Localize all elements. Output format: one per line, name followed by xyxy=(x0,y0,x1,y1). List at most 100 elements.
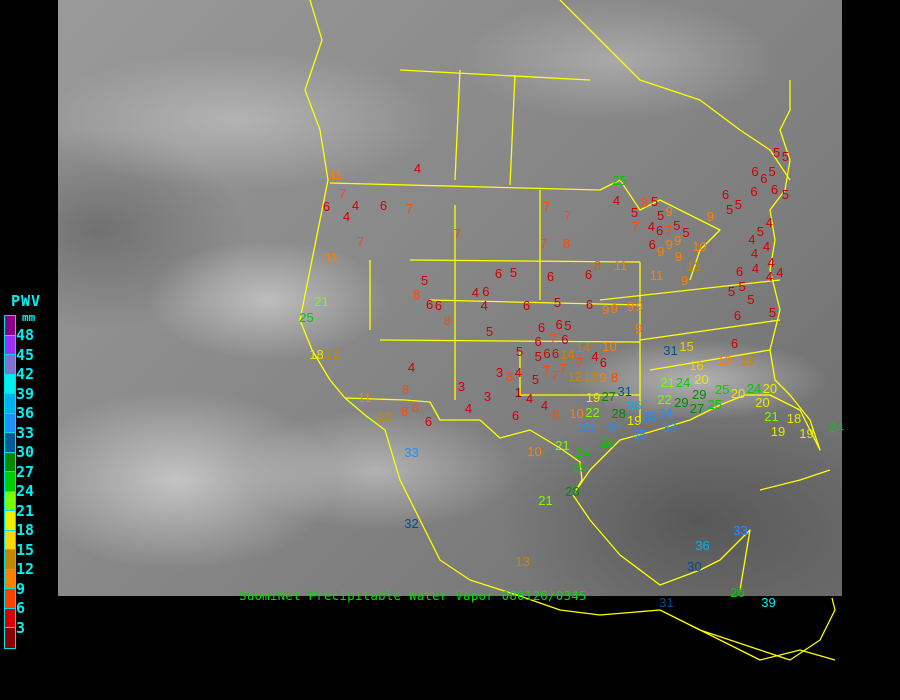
legend-swatch xyxy=(5,433,15,453)
station-pwv-value: 13 xyxy=(740,353,755,368)
station-pwv-value: 36 xyxy=(626,398,642,414)
station-pwv-value: 4 xyxy=(776,265,784,280)
station-pwv-value: 6 xyxy=(561,332,569,348)
legend-swatch xyxy=(5,472,15,492)
station-pwv-value: 7 xyxy=(631,219,640,234)
station-pwv-value: 7 xyxy=(559,360,567,376)
station-pwv-value: 6 xyxy=(322,199,331,214)
station-pwv-value: 13 xyxy=(515,554,530,569)
station-pwv-value: 20 xyxy=(762,380,778,396)
station-pwv-value: 19 xyxy=(626,413,642,429)
station-pwv-value: 22 xyxy=(585,404,600,420)
legend-label: 24 xyxy=(16,482,35,500)
station-pwv-value: 10 xyxy=(717,353,732,368)
station-pwv-value: 24 xyxy=(746,380,762,396)
station-pwv-value: 4 xyxy=(407,360,416,375)
station-pwv-value: 6 xyxy=(379,198,388,213)
station-pwv-value: 5 xyxy=(781,149,790,164)
legend-label: 39 xyxy=(16,384,35,403)
station-pwv-value: 33 xyxy=(404,445,419,460)
legend-swatch xyxy=(5,589,15,609)
station-pwv-value: 27 xyxy=(601,389,616,404)
station-pwv-value: 7 xyxy=(539,236,548,251)
station-pwv-value: 29 xyxy=(691,386,707,402)
station-pwv-value: 6 xyxy=(730,336,739,351)
station-pwv-value: 5 xyxy=(553,295,562,310)
station-pwv-value: 8 xyxy=(551,407,560,422)
station-pwv-value: 5 xyxy=(656,208,665,224)
station-pwv-value: 11 xyxy=(324,250,339,265)
station-pwv-value: 6 xyxy=(733,308,742,323)
station-pwv-value: 25 xyxy=(299,310,314,325)
station-pwv-value: 35 xyxy=(632,427,647,443)
station-pwv-value: 20 xyxy=(730,386,746,401)
station-pwv-value: 25 xyxy=(715,382,730,398)
station-pwv-value: 6 xyxy=(425,297,434,312)
station-pwv-value: 21 xyxy=(538,493,553,508)
station-pwv-value: 33 xyxy=(642,409,657,424)
station-pwv-value: 10 xyxy=(569,405,584,421)
station-pwv-value: 19 xyxy=(770,423,786,439)
station-pwv-value: 6 xyxy=(537,320,546,336)
legend-swatch xyxy=(5,511,15,531)
station-pwv-value: 4 xyxy=(750,246,759,262)
station-pwv-value: 21 xyxy=(764,409,779,425)
station-pwv-value: 6 xyxy=(522,298,531,313)
station-pwv-value: 36 xyxy=(695,538,710,553)
station-pwv-value: 12 xyxy=(567,368,583,384)
legend-swatch xyxy=(5,374,15,394)
station-pwv-value: 10 xyxy=(527,444,542,459)
station-pwv-value: 6 xyxy=(735,264,744,280)
station-pwv-value: 5 xyxy=(485,324,494,339)
station-pwv-value: 4 xyxy=(767,254,775,270)
station-pwv-value: 24 xyxy=(675,375,691,390)
station-pwv-value: 4 xyxy=(540,398,549,413)
station-pwv-value: 7 xyxy=(405,201,414,216)
pwv-color-scale xyxy=(4,315,16,649)
station-pwv-value: 34 xyxy=(607,420,622,436)
station-pwv-value: 18 xyxy=(786,411,802,427)
station-pwv-value: 5 xyxy=(781,187,790,202)
legend-label: 6 xyxy=(16,599,26,617)
station-pwv-value: 24 xyxy=(829,420,844,435)
station-pwv-value: 5 xyxy=(509,265,518,280)
station-pwv-value: 21 xyxy=(555,438,570,453)
station-pwv-value: 11 xyxy=(328,167,343,182)
station-pwv-value: 31 xyxy=(617,384,632,400)
legend-label: 36 xyxy=(16,404,35,422)
station-pwv-value: 6 xyxy=(534,334,542,350)
station-pwv-value: 5 xyxy=(727,284,736,299)
station-pwv-value: 6 xyxy=(543,346,551,362)
station-pwv-value: 28 xyxy=(565,484,580,499)
station-pwv-value: 6 xyxy=(434,298,443,313)
legend-swatch xyxy=(5,628,15,648)
station-pwv-value: 25 xyxy=(707,396,722,412)
station-pwv-value: 5 xyxy=(682,225,690,240)
station-pwv-value: 9 xyxy=(674,249,683,264)
station-pwv-value: 5 xyxy=(738,278,746,294)
legend-label: 30 xyxy=(16,443,35,461)
station-pwv-value: 3 xyxy=(483,389,492,404)
station-pwv-value: 6 xyxy=(584,267,593,282)
station-pwv-value: 14 xyxy=(560,346,575,362)
legend-swatch xyxy=(5,452,15,472)
station-pwv-value: 6 xyxy=(494,266,503,281)
station-pwv-value: 5 xyxy=(772,145,781,160)
legend-swatch xyxy=(5,335,15,355)
station-pwv-value: 1 xyxy=(514,385,523,400)
legend-label: 42 xyxy=(16,365,35,383)
station-pwv-value: 4 xyxy=(464,401,473,416)
legend-label: 18 xyxy=(16,521,35,539)
station-pwv-value: 6 xyxy=(511,408,520,423)
legend-label: 48 xyxy=(16,326,35,344)
station-pwv-value: 33 xyxy=(733,523,748,538)
station-pwv-value: 7 xyxy=(542,199,551,214)
station-pwv-value: 4 xyxy=(765,269,774,285)
station-pwv-value: 12 xyxy=(377,409,392,424)
station-pwv-value: 5 xyxy=(630,205,639,220)
station-pwv-value: 15 xyxy=(679,339,694,354)
station-pwv-value: 6 xyxy=(482,283,490,299)
station-pwv-value: 6 xyxy=(424,414,433,429)
station-pwv-value: 29 xyxy=(674,395,689,410)
station-pwv-value: 34 xyxy=(658,406,673,422)
